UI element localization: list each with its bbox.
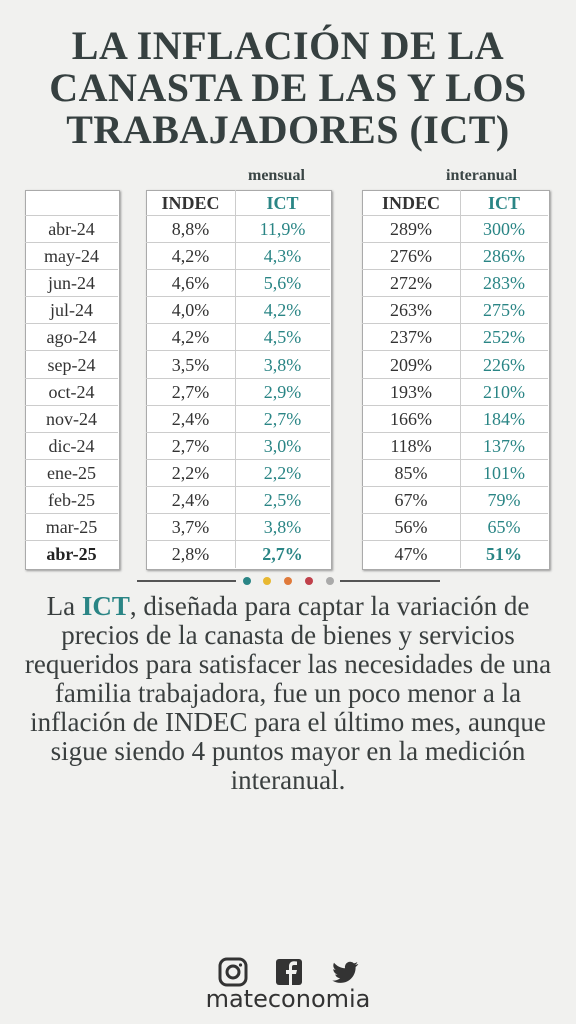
value-cell: 3,8% [235,352,330,379]
title-line: LA INFLACIÓN DE LA [71,23,505,68]
value-cell: 2,9% [235,379,330,406]
column-header: ICT [460,190,548,216]
value-cell: 67% [362,487,460,515]
month-cell: feb-25 [25,487,118,515]
value-cell: 283% [460,270,548,298]
month-cell: ene-25 [25,460,118,487]
body-after: , diseñada para captar la variación de p… [24,591,552,795]
column-header: INDEC [146,190,235,216]
col-divider [460,190,461,569]
value-cell: 2,7% [146,433,235,460]
value-cell: 79% [460,487,548,515]
value-cell: 2,8% [171,544,210,565]
value-cell: 286% [460,243,548,271]
value-cell: 85% [362,460,460,487]
value-cell: 166% [362,406,460,433]
column-header: INDEC [362,190,460,216]
value-cell: 118% [362,433,460,460]
brand: mateconomia [205,985,371,1013]
value-cell: 5,6% [235,270,330,298]
value-cell: 275% [460,297,548,325]
month-cell: jun-24 [25,270,118,298]
value-cell: 3,0% [235,433,330,460]
social-icons [218,957,359,987]
value-cell: 193% [362,379,460,406]
col-divider [235,190,236,569]
value-cell: 2,4% [146,487,235,515]
value-cell: 289% [362,216,460,244]
group-label: mensual [248,167,305,184]
value-cell: 4,6% [146,270,235,298]
value-cell: 8,8% [146,216,235,244]
column-header: ICT [235,190,330,216]
table-box [146,190,332,571]
value-cell: 51% [486,544,522,565]
table-box [25,190,120,571]
month-cell: abr-24 [25,216,118,244]
month-cell: oct-24 [25,379,118,406]
value-cell: 11,9% [235,216,330,244]
value-cell: 2,2% [146,460,235,487]
month-cell: abr-25 [46,544,97,565]
table-box [362,190,550,571]
body-highlight: ICT [81,591,130,621]
value-cell: 276% [362,243,460,271]
value-cell: 3,7% [146,514,235,542]
value-cell: 4,2% [146,324,235,352]
value-cell: 2,7% [262,544,303,565]
value-cell: 2,4% [146,406,235,433]
value-cell: 4,5% [235,324,330,352]
month-cell: may-24 [25,243,118,271]
body-text: La ICT, diseñada para captar la variació… [24,592,552,795]
value-cell: 65% [460,514,548,542]
month-cell: dic-24 [25,433,118,460]
value-cell: 2,7% [146,379,235,406]
month-cell: jul-24 [25,297,118,325]
value-cell: 272% [362,270,460,298]
value-cell: 3,8% [235,514,330,542]
divider [137,577,440,585]
title-line: CANASTA DE LAS Y LOS [49,65,527,110]
value-cell: 47% [394,544,428,565]
group-label: interanual [446,167,518,184]
value-cell: 263% [362,297,460,325]
header-blank [25,190,118,216]
value-cell: 2,2% [235,460,330,487]
value-cell: 4,3% [235,243,330,271]
month-cell: nov-24 [25,406,118,433]
value-cell: 56% [362,514,460,542]
value-cell: 184% [460,406,548,433]
value-cell: 252% [460,324,548,352]
value-cell: 4,2% [146,243,235,271]
value-cell: 101% [460,460,548,487]
value-cell: 4,2% [235,297,330,325]
month-cell: sep-24 [25,352,118,379]
value-cell: 2,5% [235,487,330,515]
value-cell: 4,0% [146,297,235,325]
value-cell: 226% [460,352,548,379]
value-cell: 237% [362,324,460,352]
value-cell: 3,5% [146,352,235,379]
month-cell: ago-24 [25,324,118,352]
title-line: TRABAJADORES (ICT) [66,107,510,152]
value-cell: 2,7% [235,406,330,433]
value-cell: 300% [460,216,548,244]
value-cell: 137% [460,433,548,460]
value-cell: 209% [362,352,460,379]
month-cell: mar-25 [25,514,118,542]
value-cell: 210% [460,379,548,406]
body-before: La [46,591,82,621]
